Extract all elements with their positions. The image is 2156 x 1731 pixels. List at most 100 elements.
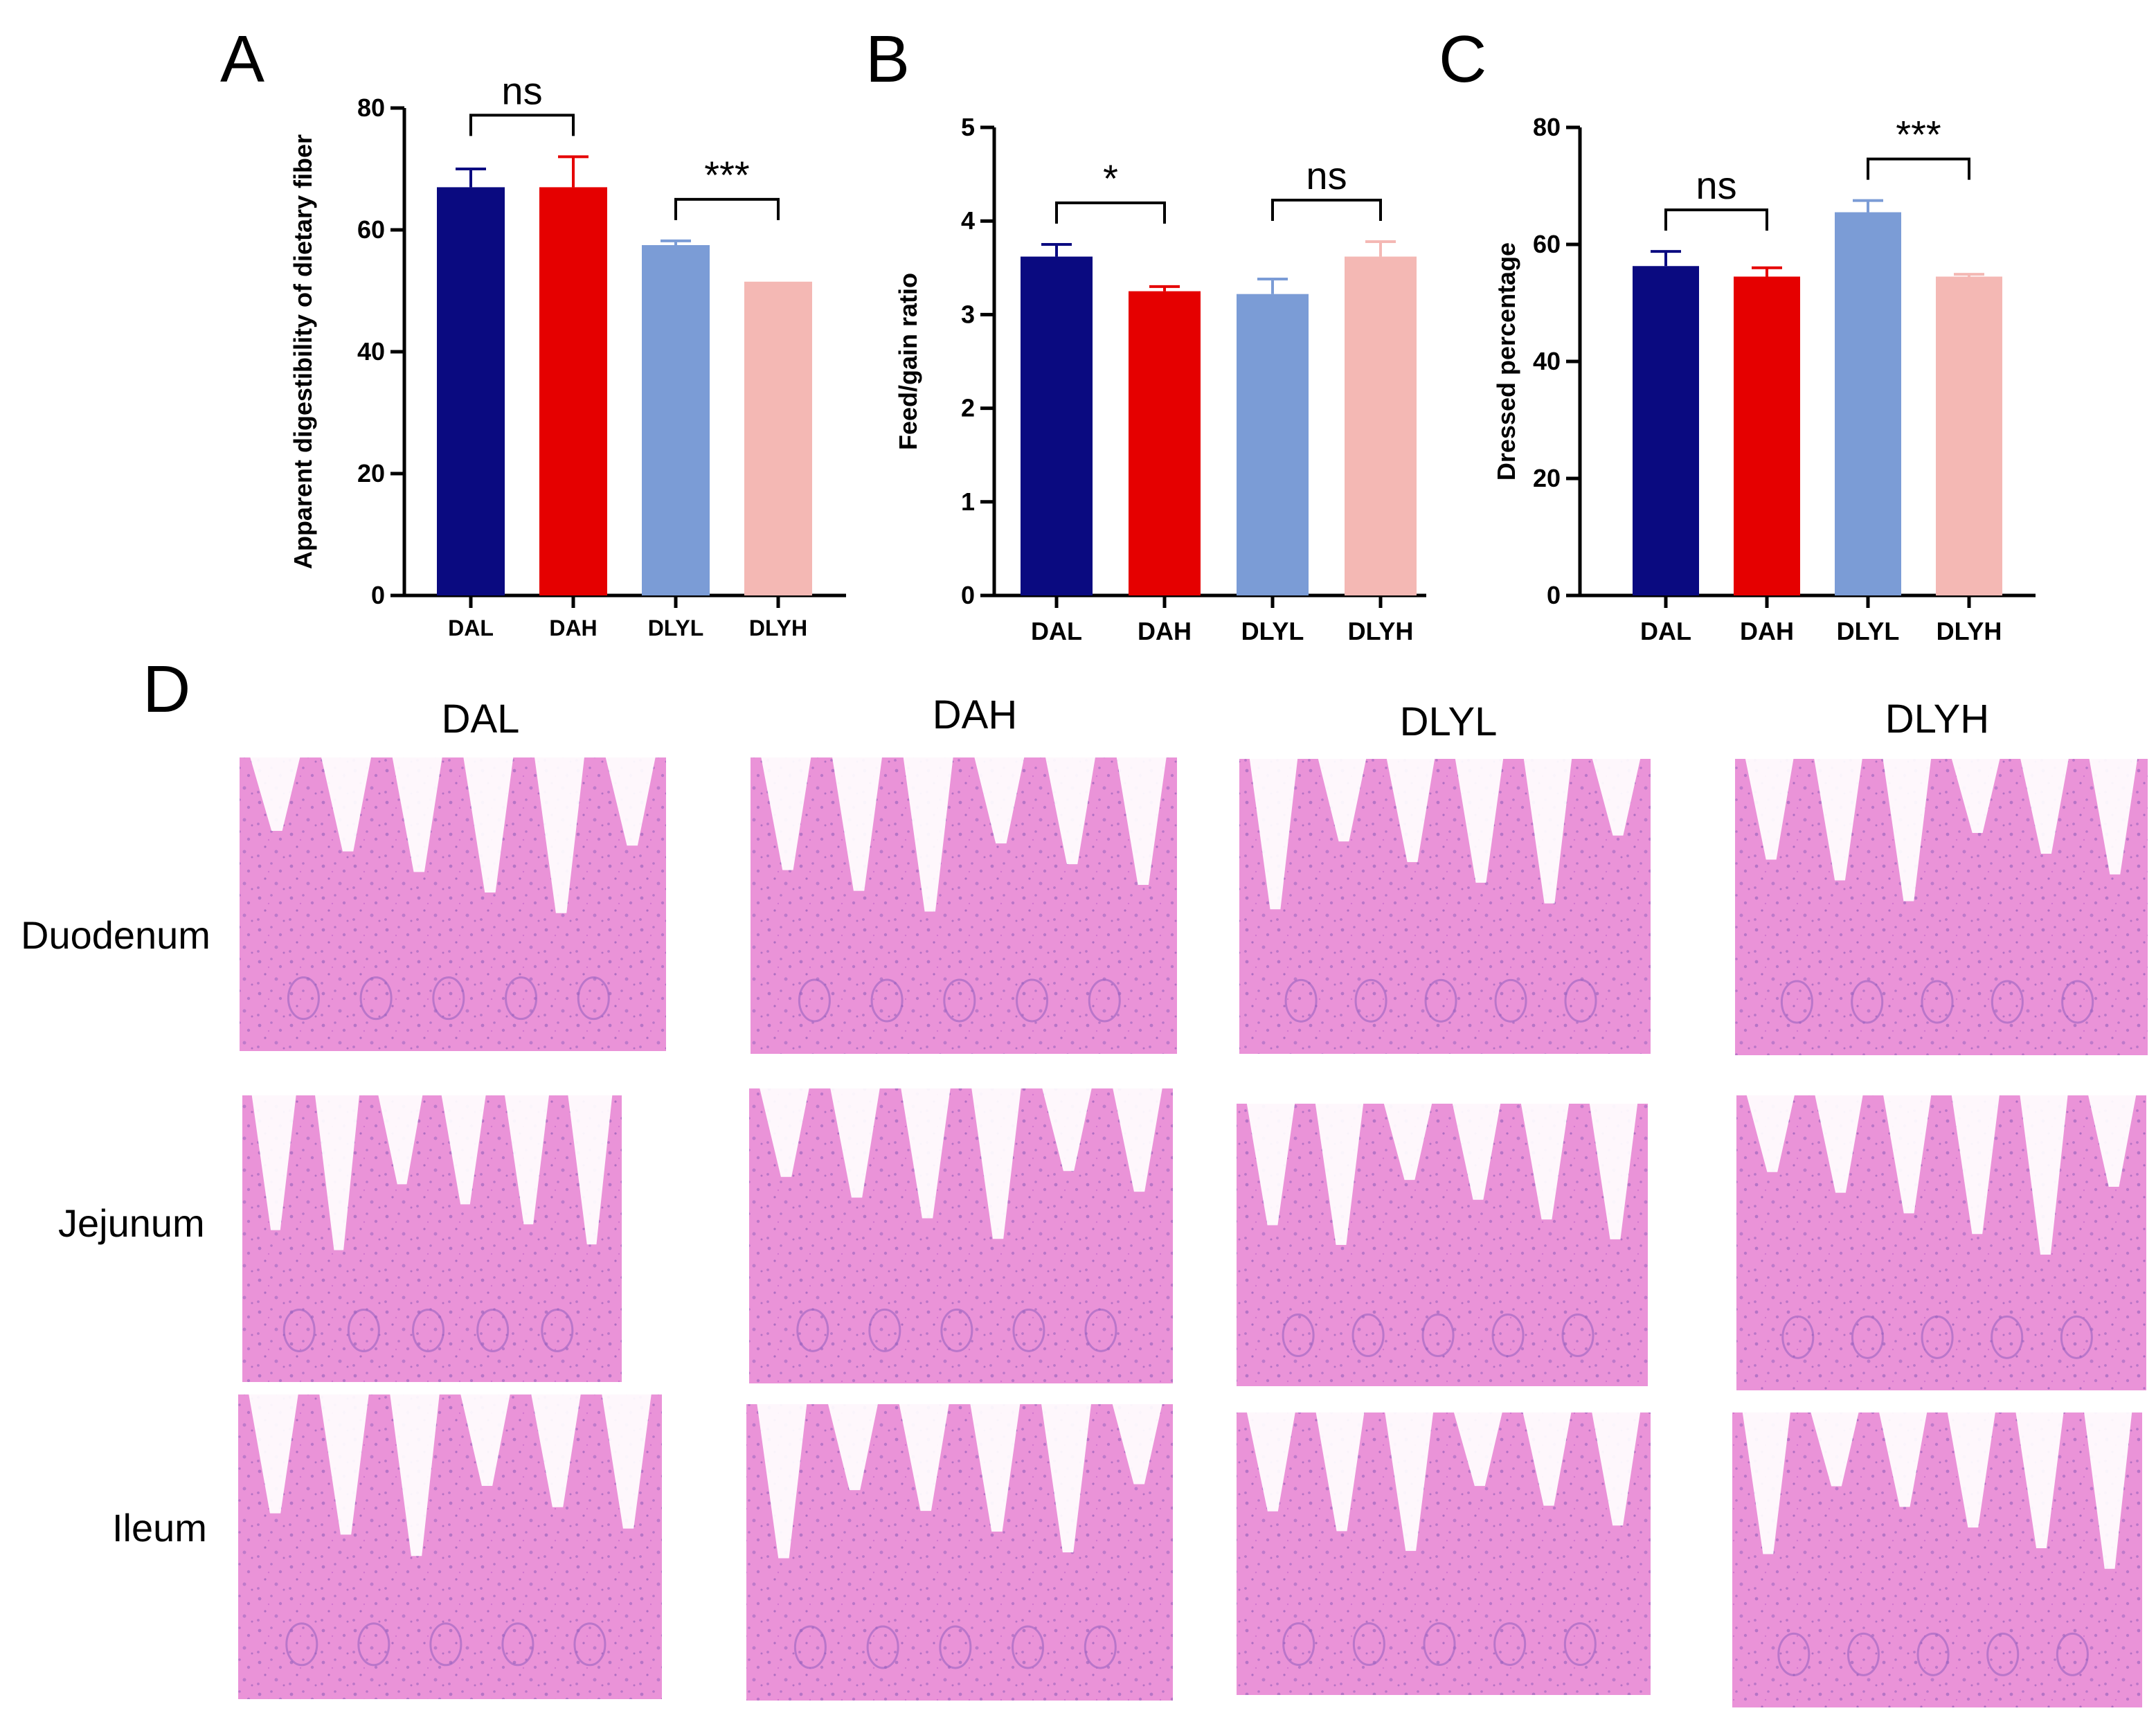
panel-letter-b: B (865, 22, 910, 96)
micrograph-ileum-dal (238, 1394, 662, 1699)
y-tick-label: 40 (1533, 347, 1561, 375)
micrograph-ileum-dlyl-crypt (1282, 1622, 1315, 1667)
micrograph-ileum-dah-tissue (746, 1404, 1173, 1701)
micrograph-jejunum-dal-crypt (541, 1308, 574, 1352)
histology-column-label-dlyl: DLYL (1400, 699, 1498, 744)
micrograph-duodenum-dlyl-crypt (1564, 978, 1597, 1023)
micrograph-jejunum-dlyl-crypt (1282, 1313, 1315, 1358)
significance-label: ns (1306, 154, 1347, 197)
micrograph-duodenum-dlyh-tissue (1735, 759, 2148, 1055)
histology-column-label-dlyh: DLYH (1885, 697, 1989, 742)
significance-bracket (1271, 198, 1382, 221)
micrograph-duodenum-dal-crypt (432, 976, 465, 1021)
micrograph-duodenum-dlyh-crypt (1851, 980, 1884, 1024)
micrograph-ileum-dal-crypt (573, 1622, 607, 1667)
bar-dah (539, 187, 607, 595)
micrograph-jejunum-dah-crypt (1084, 1308, 1117, 1352)
micrograph-jejunum-dal-crypt (347, 1308, 380, 1352)
significance-bracket (1664, 208, 1768, 231)
micrograph-duodenum-dlyh (1735, 759, 2148, 1055)
micrograph-duodenum-dal-crypt (287, 976, 320, 1021)
bar-dah (1734, 276, 1800, 595)
micrograph-duodenum-dlyl-crypt (1494, 978, 1527, 1023)
micrograph-jejunum-dah-crypt (940, 1308, 973, 1352)
y-tick-label: 60 (357, 215, 385, 244)
x-tick-label-dal: DAL (1031, 617, 1082, 645)
significance-label: * (1103, 156, 1118, 200)
micrograph-duodenum-dah-crypt (1016, 978, 1049, 1023)
bar-dlyh (1936, 276, 2002, 595)
x-tick-label-dal: DAL (448, 616, 494, 640)
micrograph-ileum-dlyh-crypt (1777, 1632, 1811, 1676)
micrograph-jejunum-dlyh-tissue (1736, 1095, 2146, 1390)
micrograph-ileum-dlyl-tissue (1237, 1412, 1651, 1695)
significance-bracket (1867, 157, 1970, 180)
micrograph-jejunum-dal-tissue (242, 1095, 622, 1382)
histology-row-label-ileum: Ileum (112, 1506, 207, 1550)
panel-letter-d: D (143, 652, 190, 726)
histology-row-label-jejunum: Jejunum (58, 1201, 205, 1245)
x-tick-label-dah: DAH (1740, 617, 1794, 645)
micrograph-jejunum-dlyh-crypt (1851, 1315, 1884, 1359)
micrograph-duodenum-dlyl (1239, 759, 1651, 1054)
y-axis-label: Feed/gain ratio (894, 273, 922, 450)
micrograph-jejunum-dah-tissue (749, 1088, 1173, 1383)
x-tick-label-dlyh: DLYH (1348, 617, 1414, 645)
histology-panel: DAL DAH DLYL DLYH Duodenum Jejunum Ileum (21, 692, 2148, 1707)
y-tick-label: 20 (1533, 464, 1561, 492)
y-tick-label: 1 (961, 487, 975, 516)
significance-bracket (469, 114, 575, 136)
y-tick-label: 0 (1547, 581, 1561, 609)
significance-label: ns (501, 69, 542, 112)
micrograph-duodenum-dlyl-crypt (1284, 978, 1318, 1023)
micrograph-ileum-dlyl (1237, 1412, 1651, 1695)
x-tick-label-dlyh: DLYH (749, 616, 807, 640)
micrograph-jejunum-dlyl-tissue (1237, 1104, 1648, 1386)
x-tick-label-dah: DAH (1138, 617, 1192, 645)
micrograph-duodenum-dlyh-lumen (1735, 759, 2148, 902)
micrograph-duodenum-dlyh-crypt (1780, 980, 1813, 1024)
y-tick-label: 3 (961, 300, 975, 328)
significance-label: *** (1896, 113, 1941, 156)
micrograph-duodenum-dah-crypt (943, 978, 976, 1023)
micrograph-duodenum-dah-lumen (751, 757, 1177, 912)
micrograph-duodenum-dal-lumen (240, 757, 666, 913)
micrograph-duodenum-dlyh-crypt (1921, 980, 1954, 1024)
micrograph-ileum-dlyh-tissue (1732, 1412, 2142, 1707)
significance-label: ns (1696, 163, 1736, 207)
histology-column-label-dah: DAH (933, 692, 1017, 737)
y-tick-label: 0 (961, 581, 975, 609)
micrograph-ileum-dlyh-crypt (1986, 1632, 2020, 1676)
x-tick-label-dal: DAL (1640, 617, 1691, 645)
significance-bracket (674, 197, 780, 220)
micrograph-duodenum-dal-tissue (240, 757, 666, 1051)
micrograph-duodenum-dal-crypt (505, 976, 538, 1021)
bar-dah (1129, 291, 1201, 595)
y-tick-label: 2 (961, 394, 975, 422)
micrograph-duodenum-dah-crypt (870, 978, 904, 1023)
y-tick-label: 20 (357, 459, 385, 487)
micrograph-duodenum-dlyl-lumen (1239, 759, 1651, 910)
micrograph-duodenum-dah-crypt (798, 978, 831, 1023)
y-axis-label: Dressed percentage (1492, 242, 1520, 481)
micrograph-duodenum-dlyl-crypt (1424, 978, 1457, 1023)
micrograph-ileum-dlyl-crypt (1563, 1622, 1597, 1667)
micrograph-jejunum-dlyl (1237, 1104, 1648, 1386)
micrograph-ileum-dlyh-crypt (1916, 1632, 1950, 1676)
y-tick-label: 60 (1533, 230, 1561, 258)
micrograph-jejunum-dal-crypt (282, 1308, 316, 1352)
y-axis-label: Apparent digestibility of dietary fiber (289, 134, 317, 569)
micrograph-jejunum-dlyl-crypt (1491, 1313, 1525, 1358)
micrograph-duodenum-dlyl-tissue (1239, 759, 1651, 1054)
micrograph-jejunum-dah-crypt (1012, 1308, 1045, 1352)
micrograph-ileum-dah-lumen (746, 1404, 1173, 1559)
micrograph-ileum-dlyl-crypt (1352, 1622, 1385, 1667)
micrograph-ileum-dlyl-crypt (1423, 1622, 1456, 1667)
y-tick-label: 80 (357, 93, 385, 122)
micrograph-duodenum-dah-crypt (1088, 978, 1121, 1023)
micrograph-ileum-dlyh-crypt (2056, 1632, 2089, 1676)
micrograph-duodenum-dah-tissue (751, 757, 1177, 1054)
micrograph-jejunum-dlyl-lumen (1237, 1104, 1648, 1245)
x-tick-label-dlyl: DLYL (648, 616, 704, 640)
